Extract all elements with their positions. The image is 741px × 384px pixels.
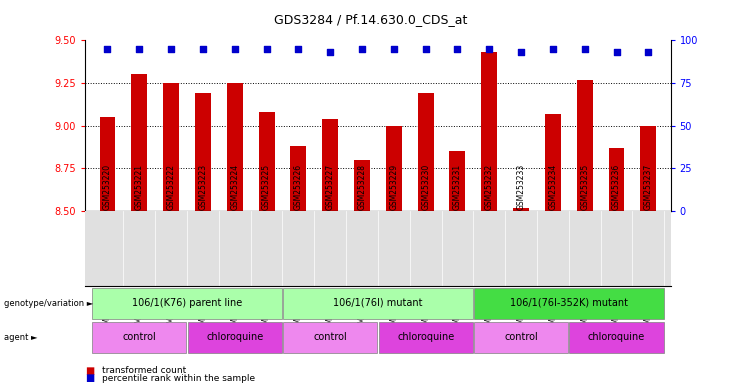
Bar <box>322 119 338 211</box>
Bar <box>608 148 625 211</box>
Text: chloroquine: chloroquine <box>206 332 263 342</box>
Point <box>642 49 654 55</box>
Point <box>293 46 305 52</box>
Point <box>388 46 399 52</box>
Point <box>197 46 209 52</box>
Point <box>547 46 559 52</box>
Text: transformed count: transformed count <box>102 366 186 375</box>
Point <box>451 46 463 52</box>
Bar <box>386 126 402 211</box>
Point <box>261 46 273 52</box>
Text: control: control <box>313 332 347 342</box>
Bar <box>482 52 497 211</box>
Bar <box>283 323 377 353</box>
Bar <box>163 83 179 211</box>
Bar <box>187 323 282 353</box>
Text: agent ►: agent ► <box>4 333 37 343</box>
Bar <box>92 288 282 319</box>
Bar <box>195 93 211 211</box>
Bar <box>354 160 370 211</box>
Point <box>165 46 177 52</box>
Bar <box>418 93 433 211</box>
Point <box>483 46 495 52</box>
Bar <box>474 288 664 319</box>
Point <box>515 49 527 55</box>
Bar <box>474 323 568 353</box>
Text: GDS3284 / Pf.14.630.0_CDS_at: GDS3284 / Pf.14.630.0_CDS_at <box>274 13 467 26</box>
Text: genotype/variation ►: genotype/variation ► <box>4 299 93 308</box>
Point <box>229 46 241 52</box>
Bar <box>290 146 306 211</box>
Point <box>356 46 368 52</box>
Point <box>419 46 431 52</box>
Point <box>133 46 145 52</box>
Text: chloroquine: chloroquine <box>397 332 454 342</box>
Bar <box>450 151 465 211</box>
Point <box>579 46 591 52</box>
Point <box>325 49 336 55</box>
Bar <box>576 79 593 211</box>
Text: chloroquine: chloroquine <box>588 332 645 342</box>
Point <box>102 46 113 52</box>
Text: control: control <box>122 332 156 342</box>
Point <box>611 49 622 55</box>
Bar <box>283 288 473 319</box>
Bar <box>131 74 147 211</box>
Bar <box>569 323 664 353</box>
Bar <box>545 114 561 211</box>
Bar <box>92 323 187 353</box>
Text: 106/1(76I) mutant: 106/1(76I) mutant <box>333 298 422 308</box>
Bar <box>259 112 274 211</box>
Text: percentile rank within the sample: percentile rank within the sample <box>102 374 255 383</box>
Bar <box>640 126 657 211</box>
Bar <box>513 208 529 211</box>
Text: 106/1(76I-352K) mutant: 106/1(76I-352K) mutant <box>510 298 628 308</box>
Text: control: control <box>504 332 538 342</box>
Bar <box>227 83 243 211</box>
Bar <box>99 117 116 211</box>
Text: 106/1(K76) parent line: 106/1(K76) parent line <box>132 298 242 308</box>
Text: ■: ■ <box>85 373 94 383</box>
Bar <box>379 323 473 353</box>
Text: ■: ■ <box>85 366 94 376</box>
